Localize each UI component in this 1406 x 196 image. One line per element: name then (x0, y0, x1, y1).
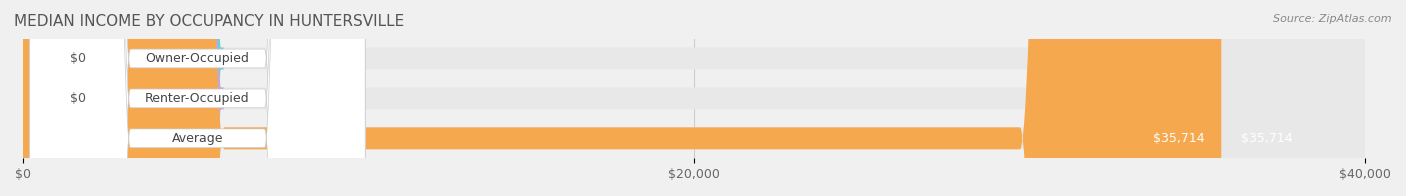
Text: $0: $0 (70, 92, 86, 105)
Text: $35,714: $35,714 (1153, 132, 1205, 145)
Text: Renter-Occupied: Renter-Occupied (145, 92, 250, 105)
Text: $35,714: $35,714 (1241, 132, 1294, 145)
FancyBboxPatch shape (22, 0, 1365, 196)
FancyBboxPatch shape (0, 0, 225, 196)
FancyBboxPatch shape (30, 0, 366, 196)
FancyBboxPatch shape (30, 0, 366, 196)
Text: Source: ZipAtlas.com: Source: ZipAtlas.com (1274, 14, 1392, 24)
FancyBboxPatch shape (22, 0, 1365, 196)
FancyBboxPatch shape (22, 0, 1222, 196)
Text: Average: Average (172, 132, 224, 145)
FancyBboxPatch shape (30, 0, 366, 196)
FancyBboxPatch shape (0, 0, 225, 196)
FancyBboxPatch shape (22, 0, 1365, 196)
Text: $0: $0 (70, 52, 86, 65)
Text: MEDIAN INCOME BY OCCUPANCY IN HUNTERSVILLE: MEDIAN INCOME BY OCCUPANCY IN HUNTERSVIL… (14, 14, 405, 29)
Text: Owner-Occupied: Owner-Occupied (146, 52, 249, 65)
